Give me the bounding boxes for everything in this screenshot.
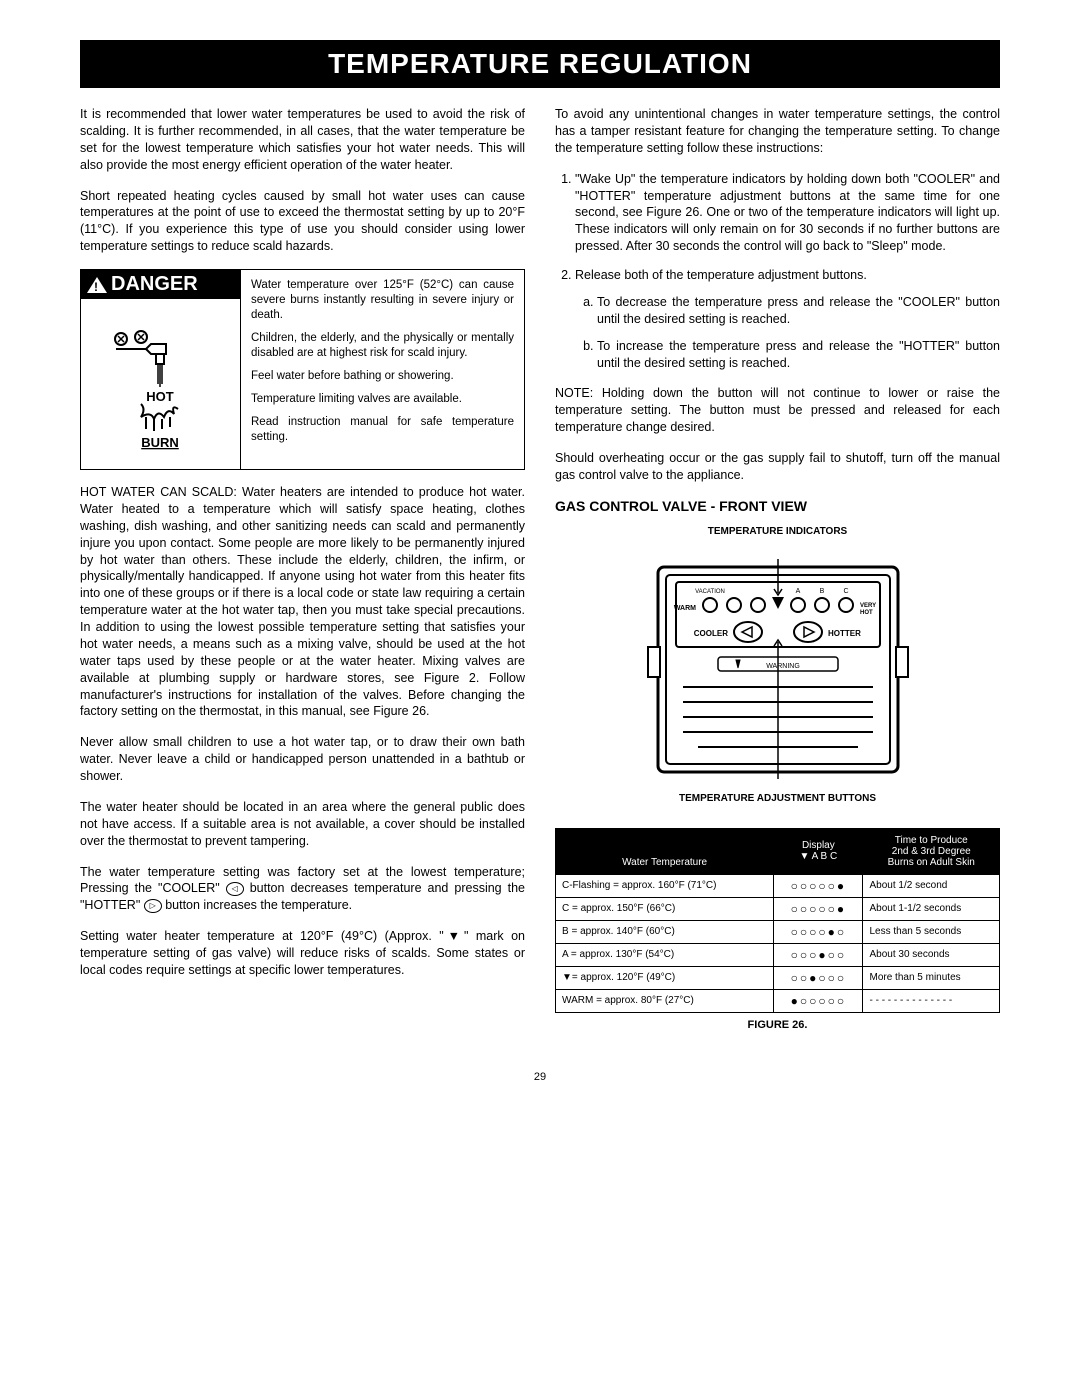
danger-illustration: HOT BURN xyxy=(81,299,240,469)
scald-para: HOT WATER CAN SCALD: Water heaters are i… xyxy=(80,484,525,720)
table-row: A = approx. 130°F (54°C)○○○●○○About 30 s… xyxy=(556,943,1000,966)
danger-header: DANGER xyxy=(81,270,240,299)
danger-text-5: Read instruction manual for safe tempera… xyxy=(251,415,514,445)
page-title: TEMPERATURE REGULATION xyxy=(80,48,1000,80)
table-body: C-Flashing = approx. 160°F (71°C)○○○○○●A… xyxy=(556,874,1000,1012)
header-bar: TEMPERATURE REGULATION xyxy=(80,40,1000,88)
left-column: It is recommended that lower water tempe… xyxy=(80,106,525,1031)
instruction-1: "Wake Up" the temperature indicators by … xyxy=(575,171,1000,255)
right-column: To avoid any unintentional changes in wa… xyxy=(555,106,1000,1031)
svg-text:A: A xyxy=(795,588,800,595)
table-row: C = approx. 150°F (66°C)○○○○○●About 1-1/… xyxy=(556,897,1000,920)
table-row: ▼= approx. 120°F (49°C)○○●○○○More than 5… xyxy=(556,966,1000,989)
button-para: The water temperature setting was factor… xyxy=(80,864,525,915)
danger-text-2: Children, the elderly, and the physicall… xyxy=(251,331,514,361)
indicator-top-label: TEMPERATURE INDICATORS xyxy=(708,526,847,537)
danger-text-4: Temperature limiting valves are availabl… xyxy=(251,392,514,407)
instruction-2-text: Release both of the temperature adjustme… xyxy=(575,268,867,282)
sub-instruction-list: To decrease the temperature press and re… xyxy=(575,294,1000,372)
faucet-burn-icon: HOT BURN xyxy=(96,309,226,459)
svg-text:B: B xyxy=(819,588,824,595)
svg-text:C: C xyxy=(843,588,848,595)
tamper-para: To avoid any unintentional changes in wa… xyxy=(555,106,1000,157)
danger-box: DANGER HOT xyxy=(80,269,525,470)
intro-para-1: It is recommended that lower water tempe… xyxy=(80,106,525,174)
table-row: C-Flashing = approx. 160°F (71°C)○○○○○●A… xyxy=(556,874,1000,897)
table-row: B = approx. 140°F (60°C)○○○○●○Less than … xyxy=(556,920,1000,943)
page-number: 29 xyxy=(80,1071,1000,1083)
svg-text:HOT: HOT xyxy=(860,610,873,616)
valve-diagram-container: TEMPERATURE INDICATORS VACATION WARM A xyxy=(555,526,1000,808)
table-header-3: Time to Produce2nd & 3rd DegreeBurns on … xyxy=(863,828,1000,874)
svg-text:VACATION: VACATION xyxy=(695,589,725,595)
svg-text:VERY: VERY xyxy=(860,603,876,609)
table-row: WARM = approx. 80°F (27°C)●○○○○○- - - - … xyxy=(556,989,1000,1012)
page-container: TEMPERATURE REGULATION It is recommended… xyxy=(0,0,1080,1123)
danger-left-panel: DANGER HOT xyxy=(81,270,241,469)
svg-text:COOLER: COOLER xyxy=(693,629,727,638)
svg-text:WARM: WARM xyxy=(673,605,695,612)
location-para: The water heater should be located in an… xyxy=(80,799,525,850)
button-text-c: button increases the temperature. xyxy=(162,898,352,912)
instruction-list: "Wake Up" the temperature indicators by … xyxy=(555,171,1000,372)
indicator-bottom-label: TEMPERATURE ADJUSTMENT BUTTONS xyxy=(679,793,876,804)
two-column-layout: It is recommended that lower water tempe… xyxy=(80,106,1000,1031)
danger-text-3: Feel water before bathing or showering. xyxy=(251,369,514,384)
sub-instruction-a: To decrease the temperature press and re… xyxy=(597,294,1000,328)
svg-text:WARNING: WARNING xyxy=(766,663,800,670)
setting-para: Setting water heater temperature at 120°… xyxy=(80,928,525,979)
note-para: NOTE: Holding down the button will not c… xyxy=(555,385,1000,436)
overheat-para: Should overheating occur or the gas supp… xyxy=(555,450,1000,484)
danger-text-1: Water temperature over 125°F (52°C) can … xyxy=(251,278,514,323)
danger-label: DANGER xyxy=(111,273,198,296)
valve-heading: GAS CONTROL VALVE - FRONT VIEW xyxy=(555,498,1000,514)
figure-label: FIGURE 26. xyxy=(555,1019,1000,1031)
hot-label: HOT xyxy=(146,389,174,404)
warning-triangle-icon xyxy=(87,277,107,293)
gas-valve-diagram: VACATION WARM A B C VERY HOT COOLER HOTT… xyxy=(638,547,918,787)
danger-text-panel: Water temperature over 125°F (52°C) can … xyxy=(241,270,524,469)
instruction-2: Release both of the temperature adjustme… xyxy=(575,267,1000,371)
intro-para-2: Short repeated heating cycles caused by … xyxy=(80,188,525,256)
svg-text:HOTTER: HOTTER xyxy=(828,629,861,638)
hotter-button-icon: ▷ xyxy=(144,899,162,913)
table-header-1: Water Temperature xyxy=(556,828,774,874)
sub-instruction-b: To increase the temperature press and re… xyxy=(597,338,1000,372)
children-para: Never allow small children to use a hot … xyxy=(80,734,525,785)
cooler-button-icon: ◁ xyxy=(226,882,244,896)
temperature-table: Water Temperature Display▼ A B C Time to… xyxy=(555,828,1000,1013)
burn-label: BURN xyxy=(141,435,179,450)
table-header-2: Display▼ A B C xyxy=(774,828,863,874)
